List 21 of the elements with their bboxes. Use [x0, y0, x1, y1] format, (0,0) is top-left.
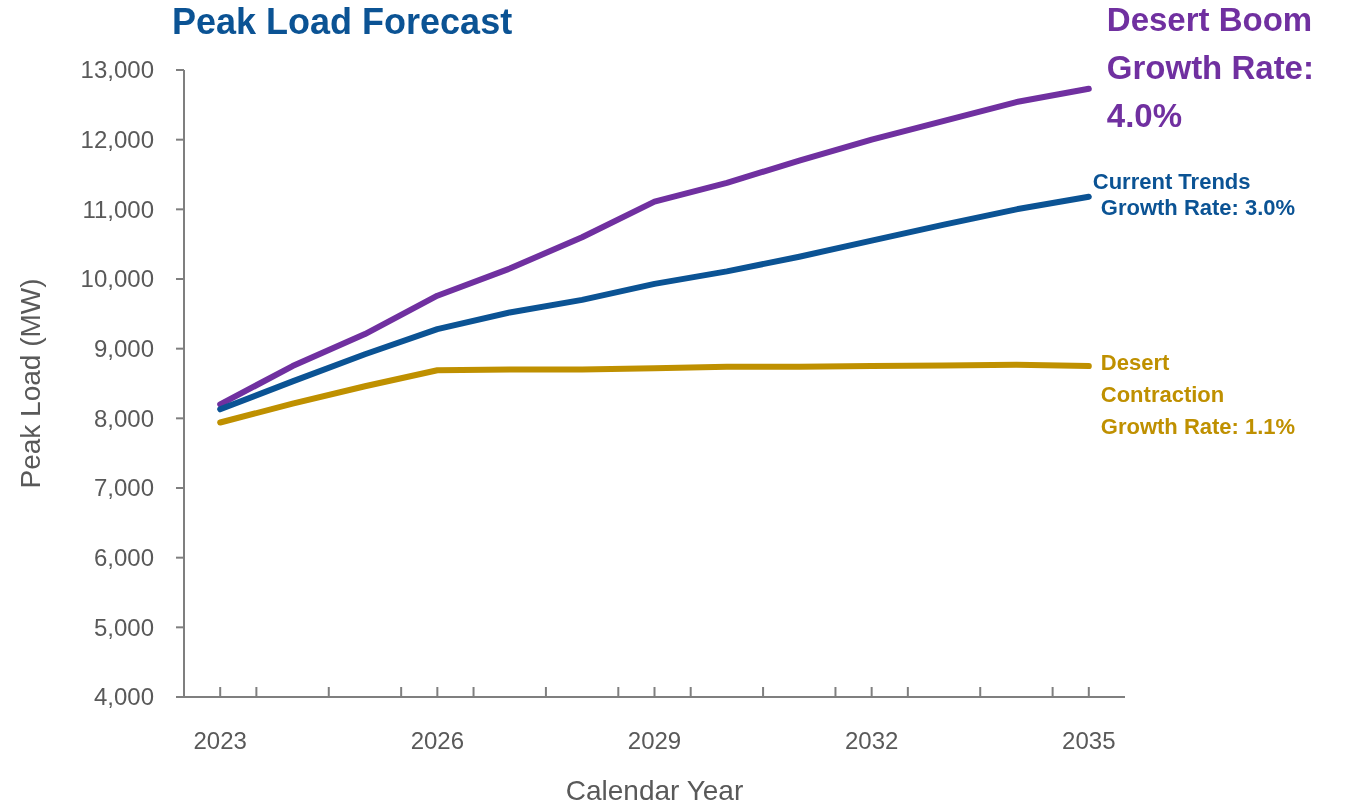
x-tick-label: 2023 — [193, 727, 247, 754]
y-tick-label: 4,000 — [93, 683, 154, 711]
x-tick-label: 2032 — [844, 727, 899, 754]
chart-title: Peak Load Forecast — [172, 1, 513, 42]
y-tick-label: 11,000 — [82, 195, 154, 223]
y-tick-label: 7,000 — [93, 474, 154, 502]
x-tick-label: 2035 — [1062, 727, 1116, 754]
y-tick-label: 13,000 — [80, 56, 154, 84]
y-tick-label: 5,000 — [93, 613, 154, 641]
y-tick-label: 12,000 — [80, 126, 154, 154]
series-label: Desert Boom Growth Rate: 4.0% — [1106, 0, 1314, 134]
x-tick-label: 2029 — [627, 727, 682, 754]
x-tick-label: 2026 — [410, 727, 465, 754]
y-tick-label: 10,000 — [80, 265, 154, 293]
y-tick-label: 6,000 — [93, 544, 154, 572]
y-axis-title: Peak Load (MW) — [15, 278, 46, 489]
x-axis-title: Calendar Year — [565, 775, 744, 806]
y-tick-label: 9,000 — [93, 335, 154, 363]
y-tick-label: 8,000 — [93, 404, 154, 432]
series-label: Desert Contraction Growth Rate: 1.1% — [1100, 350, 1296, 440]
series-label: Current Trends Growth Rate: 3.0% — [1092, 168, 1296, 220]
